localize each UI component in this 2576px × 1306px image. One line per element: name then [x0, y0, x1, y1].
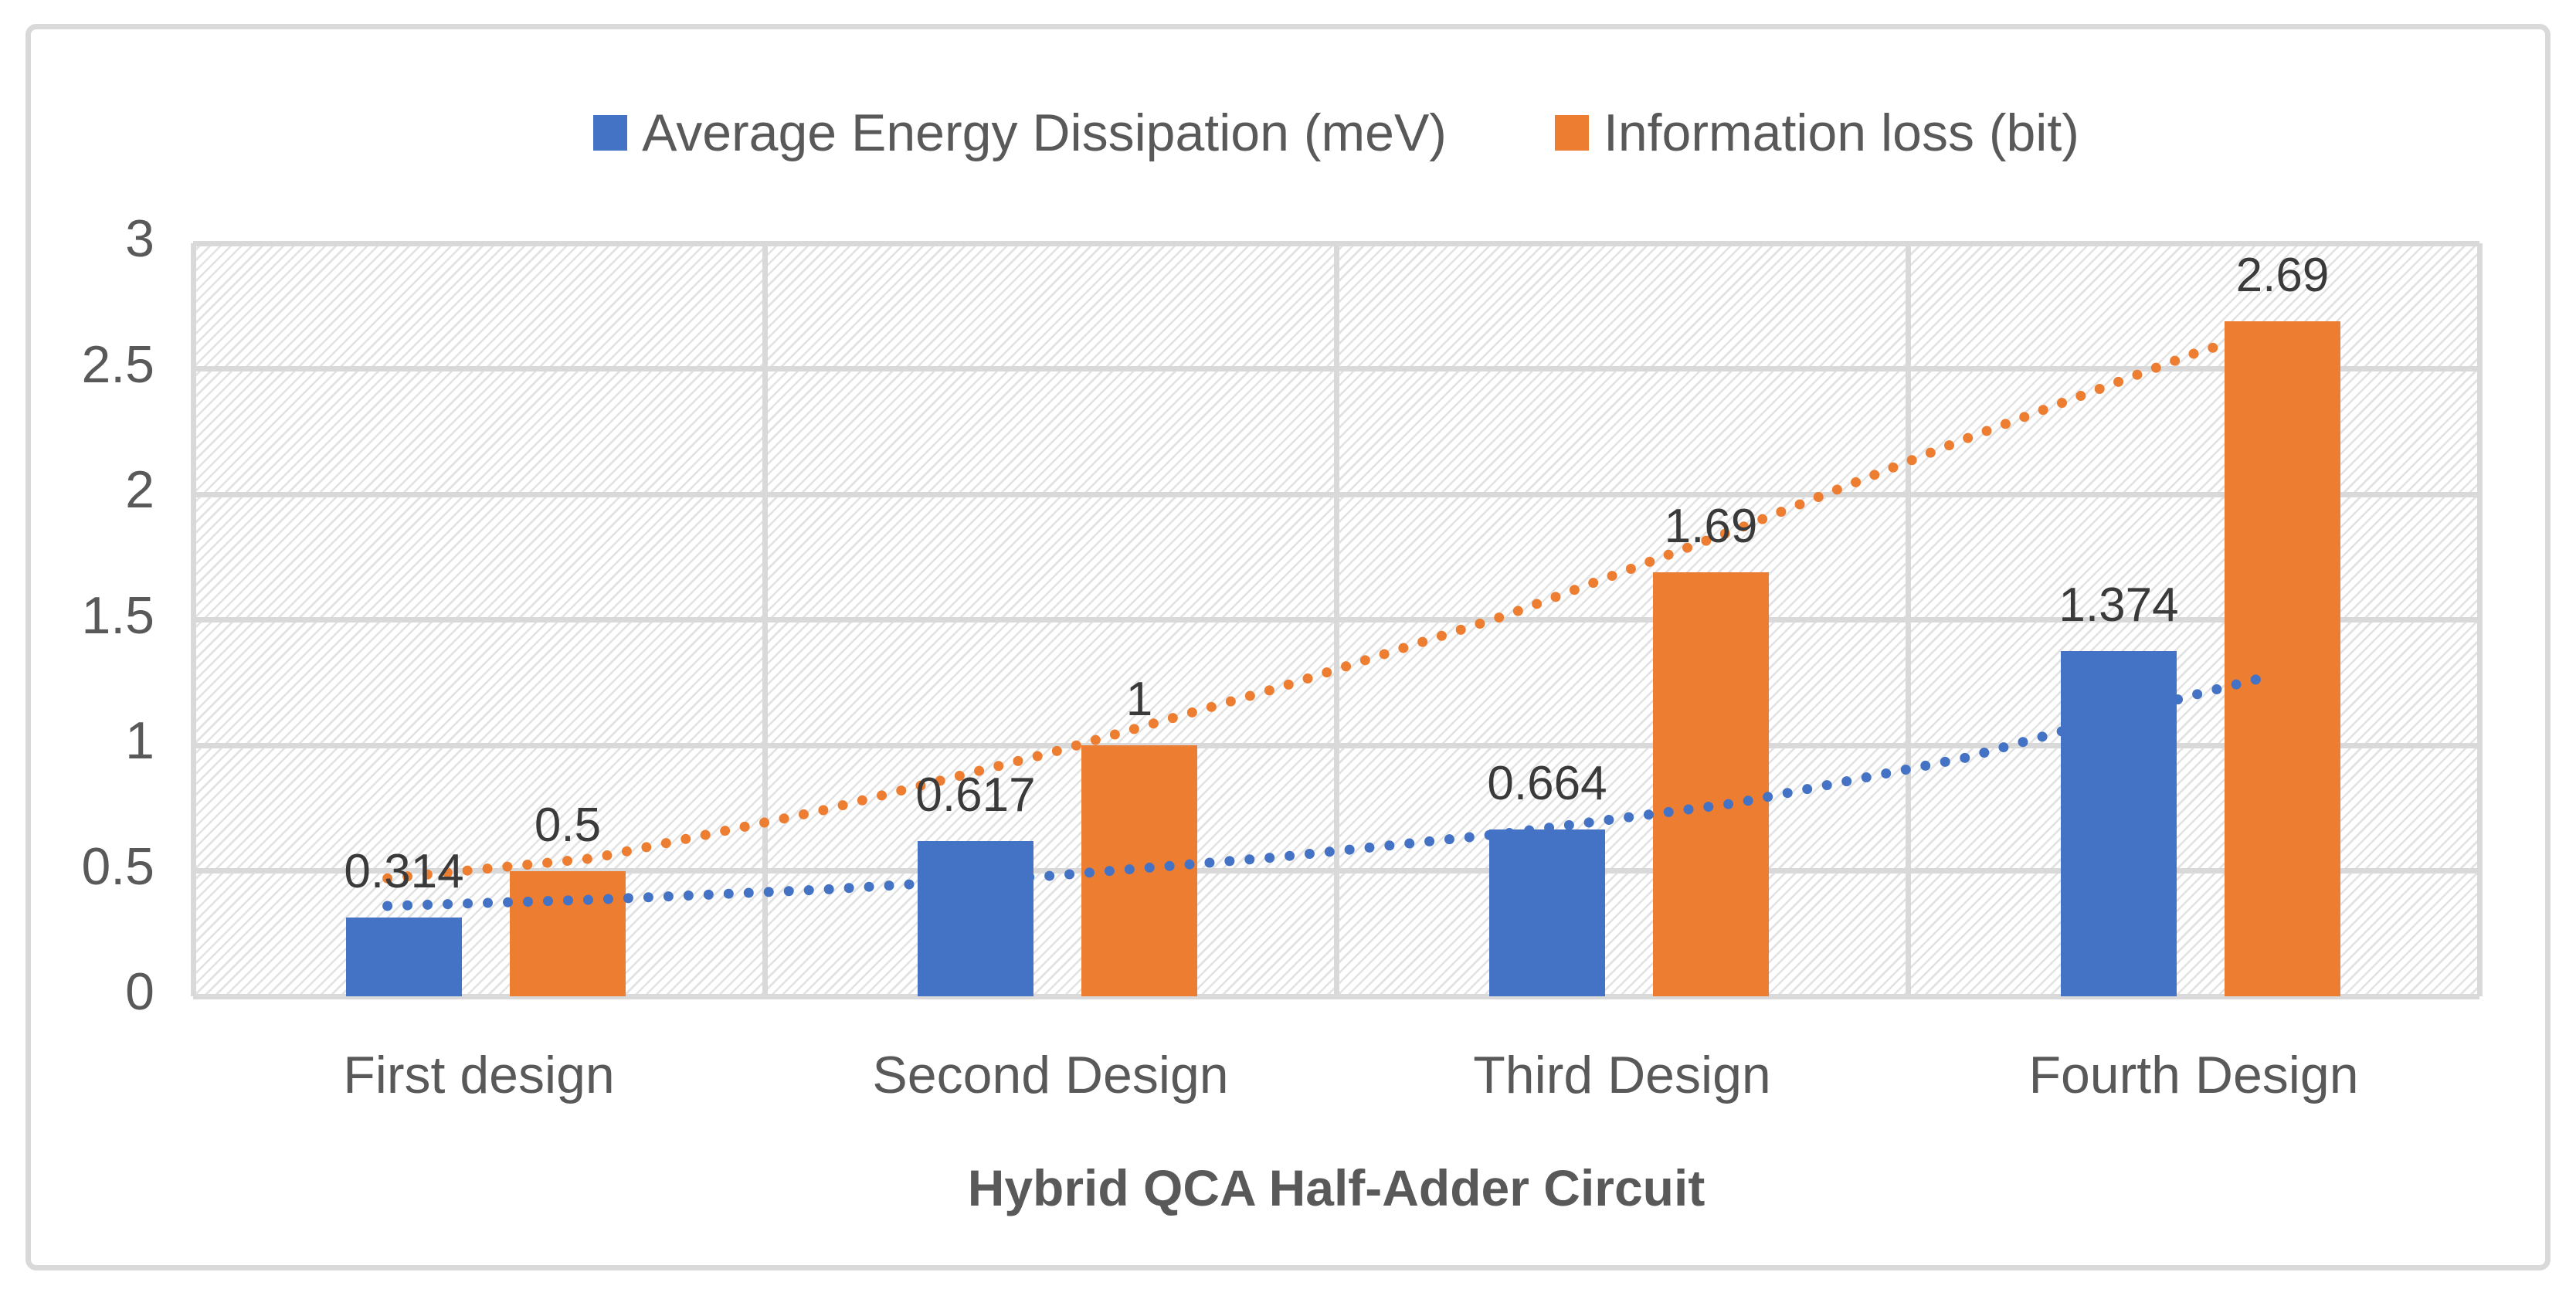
bar-blue-first-design	[346, 917, 462, 996]
data-label-blue-fourth-design: 1.374	[2058, 578, 2179, 633]
gridline-vertical	[1333, 243, 1339, 996]
y-tick-label: 2.5	[81, 334, 154, 394]
data-label-orange-second-design: 1	[1125, 673, 1153, 726]
data-label-orange-third-design: 1.69	[1664, 499, 1758, 553]
y-tick-label: 0	[125, 962, 154, 1021]
x-category-label: Second Design	[872, 1046, 1229, 1104]
x-category-label: First design	[343, 1046, 615, 1104]
x-category-label: Fourth Design	[2028, 1046, 2359, 1104]
data-label-blue-second-design: 0.617	[915, 768, 1036, 823]
legend-swatch-icon	[593, 115, 628, 151]
gridline-vertical	[762, 243, 768, 996]
legend-item-information-loss: Information loss (bit)	[1554, 103, 2079, 163]
bar-orange-second-design	[1081, 745, 1197, 996]
legend-swatch-icon	[1554, 115, 1589, 151]
gridline-vertical	[1905, 243, 1911, 996]
gridline-vertical	[2476, 243, 2483, 996]
data-label-blue-third-design: 0.664	[1487, 757, 1607, 811]
y-tick-label: 0.5	[81, 836, 154, 896]
data-label-orange-first-design: 0.5	[534, 798, 602, 852]
gridline-vertical	[190, 243, 196, 996]
chart-card: Average Energy Dissipation (meV) Informat…	[25, 24, 2551, 1270]
y-tick-label: 1.5	[81, 585, 154, 645]
y-tick-label: 1	[125, 711, 154, 770]
y-tick-label: 3	[125, 209, 154, 268]
legend-item-energy: Average Energy Dissipation (meV)	[593, 103, 1447, 163]
data-label-orange-fourth-design: 2.69	[2235, 248, 2330, 302]
bar-orange-third-design	[1653, 572, 1769, 996]
x-category-label: Third Design	[1473, 1046, 1771, 1104]
legend-label: Average Energy Dissipation (meV)	[642, 103, 1447, 162]
x-axis-title: Hybrid QCA Half-Adder Circuit	[967, 1159, 1705, 1216]
bar-blue-third-design	[1489, 829, 1605, 996]
y-tick-label: 2	[125, 460, 154, 519]
x-axis-line	[193, 993, 2479, 999]
bar-blue-fourth-design	[2061, 651, 2177, 996]
bar-orange-fourth-design	[2225, 321, 2340, 996]
bar-blue-second-design	[918, 841, 1033, 996]
legend-label: Information loss (bit)	[1603, 103, 2079, 162]
chart-legend: Average Energy Dissipation (meV) Informat…	[193, 97, 2479, 168]
data-label-blue-first-design: 0.314	[344, 844, 464, 898]
bar-orange-first-design	[510, 870, 626, 996]
